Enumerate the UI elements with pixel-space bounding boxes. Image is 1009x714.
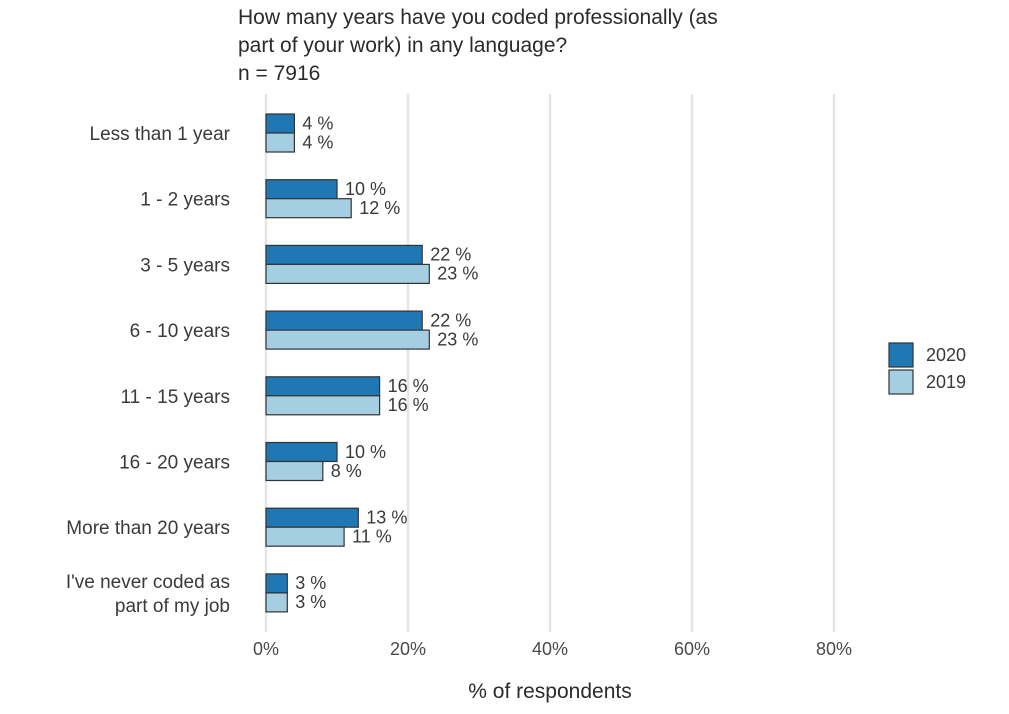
value-label-2019: 8 % bbox=[331, 461, 362, 481]
bar-2020 bbox=[265, 244, 423, 265]
value-label-2019: 12 % bbox=[359, 198, 400, 218]
value-label-2020: 10 % bbox=[345, 442, 386, 462]
x-axis-title: % of respondents bbox=[468, 680, 631, 703]
value-label-2020: 10 % bbox=[345, 179, 386, 199]
category-label: 6 - 10 years bbox=[130, 321, 230, 342]
x-tick-label: 60% bbox=[674, 639, 710, 659]
value-label-2020: 22 % bbox=[430, 310, 471, 330]
category-label: 11 - 15 years bbox=[121, 387, 230, 408]
category-label: I've never coded as bbox=[66, 572, 230, 593]
legend-label-2020: 2020 bbox=[926, 345, 966, 365]
bar-2020 bbox=[265, 507, 359, 528]
bar-2020 bbox=[265, 441, 338, 463]
chart-title-line-2: part of your work) in any language? bbox=[238, 34, 568, 57]
bar-2020 bbox=[265, 573, 288, 594]
chart-subtitle: n = 7916 bbox=[238, 62, 321, 85]
legend-swatch-2019 bbox=[888, 369, 914, 395]
bar-2020 bbox=[265, 376, 381, 397]
chart-title: How many years have you coded profession… bbox=[238, 4, 858, 88]
bar-2019 bbox=[265, 263, 430, 284]
x-tick-label: 20% bbox=[390, 639, 426, 659]
value-label-2019: 4 % bbox=[302, 132, 333, 152]
value-label-2020: 22 % bbox=[430, 245, 471, 265]
value-label-2019: 3 % bbox=[295, 592, 326, 612]
bar-2019 bbox=[265, 395, 381, 416]
bar-2019 bbox=[265, 132, 295, 153]
category-label: Less than 1 year bbox=[90, 124, 231, 145]
value-label-2019: 23 % bbox=[437, 329, 478, 349]
value-label-2019: 16 % bbox=[388, 395, 429, 415]
x-tick-label: 0% bbox=[253, 639, 279, 659]
category-label: part of my job bbox=[115, 596, 230, 617]
value-label-2019: 23 % bbox=[437, 264, 478, 284]
category-label: 16 - 20 years bbox=[119, 453, 230, 474]
legend-swatch-2020 bbox=[888, 342, 914, 368]
value-label-2019: 11 % bbox=[352, 526, 392, 546]
bars bbox=[265, 113, 430, 613]
bar-2020 bbox=[265, 113, 295, 134]
category-label: More than 20 years bbox=[66, 518, 230, 539]
bar-2020 bbox=[265, 310, 423, 331]
bar-2019 bbox=[265, 592, 288, 613]
category-labels: Less than 1 year 1 - 2 years 3 - 5 years 6 … bbox=[66, 124, 231, 617]
value-label-2020: 13 % bbox=[366, 507, 407, 527]
bar-2019 bbox=[265, 460, 324, 482]
chart-title-line-1: How many years have you coded profession… bbox=[238, 6, 718, 29]
bar-2019 bbox=[265, 329, 430, 350]
legend-label-2019: 2019 bbox=[926, 372, 966, 392]
x-tick-label: 80% bbox=[816, 639, 852, 659]
value-label-2020: 4 % bbox=[302, 113, 333, 133]
bar-2020 bbox=[265, 179, 338, 200]
bar-2019 bbox=[265, 198, 352, 219]
category-label: 1 - 2 years bbox=[140, 190, 230, 211]
value-label-2020: 16 % bbox=[388, 376, 429, 396]
legend: 2020 2019 bbox=[888, 342, 966, 395]
category-label: 3 - 5 years bbox=[140, 255, 230, 276]
x-axis-ticks: 0% 20% 40% 60% 80% bbox=[253, 639, 852, 659]
value-label-2020: 3 % bbox=[295, 573, 326, 593]
bar-2019 bbox=[265, 526, 345, 547]
value-labels: 4 %4 %10 %12 %22 %23 %22 %23 %16 %16 %10… bbox=[295, 113, 478, 612]
gridlines bbox=[264, 94, 836, 632]
x-tick-label: 40% bbox=[532, 639, 568, 659]
